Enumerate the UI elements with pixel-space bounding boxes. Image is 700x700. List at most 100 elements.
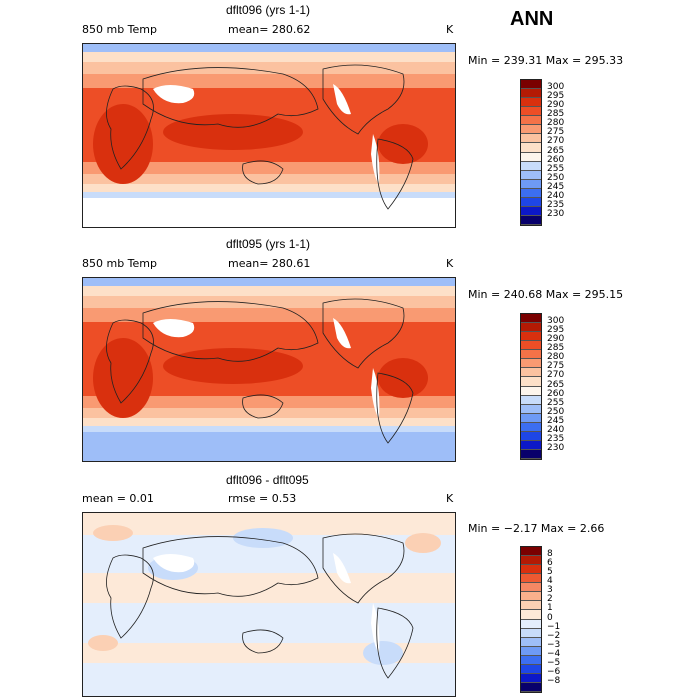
panel-2-min-max: Min = 240.68 Max = 295.15 [468,288,624,301]
colorbar-cell [521,682,541,692]
colorbar-tick-label: −2 [547,630,561,641]
colorbar-tick-label: 260 [547,154,565,165]
colorbar-cell [521,449,541,459]
panel-2-field-label: 850 mb Temp [82,257,158,270]
colorbar-tick-label: 1 [547,603,553,614]
panel-2-unit: K [446,257,454,270]
colorbar-cell [521,431,541,441]
panel-3-colorbar-labels: 8 6 5 4 3 2 1 0 −1 −2 −3 −4 −5 −6 −8 [547,546,607,691]
colorbar-cell [521,547,541,557]
africa-coastline [106,85,154,170]
colorbar-tick-label: 290 [547,334,565,345]
colorbar-tick-label: 255 [547,163,565,174]
temp-band [83,184,455,192]
warm-anomaly [93,525,133,541]
colorbar-tick-label: 265 [547,379,565,390]
colorbar-tick-label: 0 [547,612,553,623]
colorbar-tick-label: 4 [547,576,553,587]
eurasia-coastline [142,67,319,128]
colorbar-cell [521,341,541,351]
colorbar-cell [521,197,541,207]
panel-1-mean: mean= 280.62 [228,23,311,36]
south-america-warm-patch [378,124,428,164]
temp-band [83,62,455,74]
colorbar-tick-label: −3 [547,639,561,650]
tibet-mask [153,85,195,104]
warm-anomaly [88,635,118,651]
colorbar-cell [521,143,541,153]
panel-2-mean: mean= 280.61 [228,257,311,270]
colorbar-cell [521,413,541,423]
north-america-coastline [322,64,405,135]
cool-anomaly [233,528,293,548]
colorbar-tick-label: −4 [547,648,561,659]
colorbar-tick-label: 285 [547,109,565,120]
panel-1-min-max: Min = 239.31 Max = 295.33 [468,54,624,67]
panel-3-title: dflt096 - dflt095 [226,473,309,487]
colorbar-tick-label: 230 [547,442,565,453]
tibet-mask [153,319,195,338]
colorbar-cell [521,179,541,189]
colorbar-tick-label: 295 [547,91,565,102]
colorbar-tick-label: 295 [547,325,565,336]
temp-band [83,426,455,432]
tibet-mask [153,554,195,573]
cool-anomaly [363,641,403,665]
southern-ocean-band [83,432,455,461]
warm-pool-patch [163,348,303,384]
temp-band [83,52,455,62]
panel-1-unit: K [446,23,454,36]
colorbar-cell [521,350,541,360]
colorbar-cell [521,188,541,198]
panel-2-map [82,277,456,462]
colorbar-tick-label: 2 [547,594,553,605]
colorbar-tick-label: 250 [547,172,565,183]
south-america-coastline [376,138,414,210]
colorbar-tick-label: 275 [547,361,565,372]
colorbar-tick-label: 230 [547,208,565,219]
colorbar-tick-label: 240 [547,190,565,201]
colorbar-tick-label: 245 [547,415,565,426]
colorbar-tick-label: 270 [547,370,565,381]
panel-3-rmse: rmse = 0.53 [228,492,297,505]
colorbar-tick-label: 5 [547,567,553,578]
colorbar-cell [521,215,541,225]
eurasia-coastline [142,301,319,362]
colorbar-tick-label: 280 [547,352,565,363]
colorbar-tick-label: 280 [547,118,565,129]
north-america-coastline [322,533,405,604]
temp-band [83,174,455,184]
colorbar-tick-label: 275 [547,127,565,138]
panel-2-title: dflt095 (yrs 1-1) [226,237,311,251]
colorbar-tick-label: 250 [547,406,565,417]
colorbar-cell [521,583,541,593]
colorbar-cell [521,323,541,333]
colorbar-tick-label: −5 [547,657,561,668]
colorbar-cell [521,116,541,126]
colorbar-cell [521,556,541,566]
panel-3-unit: K [446,492,454,505]
colorbar-cell [521,673,541,683]
panel-3-mean: mean = 0.01 [82,492,154,505]
colorbar-cell [521,574,541,584]
colorbar-cell [521,395,541,405]
colorbar-cell [521,628,541,638]
colorbar-cell [521,565,541,575]
colorbar-cell [521,619,541,629]
warm-anomaly [405,533,441,553]
colorbar-cell [521,125,541,135]
colorbar-tick-label: 8 [547,549,553,560]
colorbar-cell [521,368,541,378]
panel-1-colorbar-labels: 300 295 290 285 280 275 270 265 260 255 250 245 240 2… [547,79,607,224]
panel-1-map-svg [83,44,455,227]
antarctica-mask [83,198,455,227]
colorbar-cell [521,170,541,180]
colorbar-tick-label: 3 [547,585,553,596]
south-america-coastline [376,372,414,444]
australia-coastline [242,160,284,185]
colorbar-cell [521,107,541,117]
colorbar-cell [521,332,541,342]
arctic-band [83,44,455,52]
colorbar-cell [521,80,541,90]
africa-warm-patch [93,104,153,184]
